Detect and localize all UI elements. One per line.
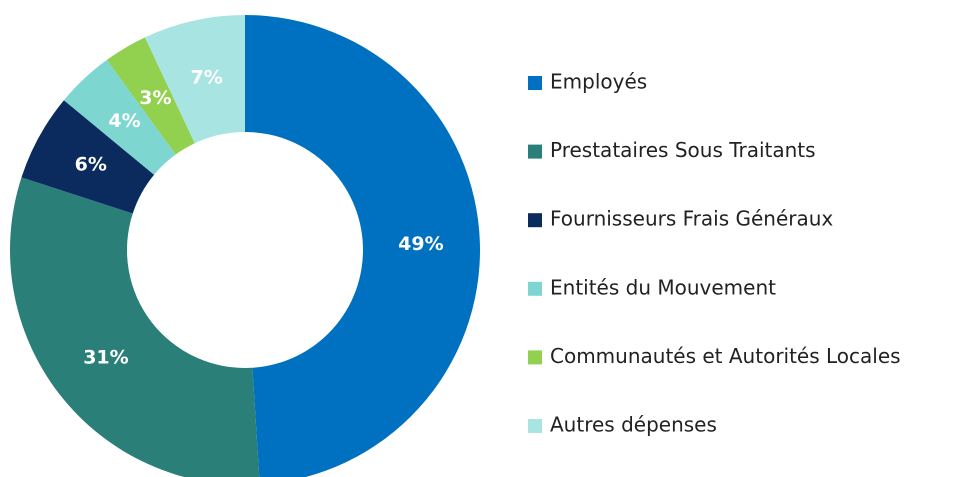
donut-slice (245, 15, 480, 477)
legend-swatch (528, 213, 542, 228)
legend-swatch (528, 144, 542, 159)
legend-swatch (528, 419, 542, 433)
donut-slice (106, 37, 195, 155)
data-label: 4% (108, 110, 140, 132)
data-label: 6% (75, 154, 107, 176)
legend-label: Autres dépenses (550, 413, 717, 437)
legend-label: Employés (550, 70, 647, 94)
donut-slice (63, 59, 176, 175)
legend-swatch (528, 350, 542, 365)
data-label: 7% (190, 67, 222, 89)
legend-label: Fournisseurs Frais Généraux (550, 207, 833, 231)
legend-label: Prestataires Sous Traitants (550, 138, 816, 162)
donut-slice (21, 100, 155, 214)
donut-slice (10, 177, 260, 477)
legend-swatch (528, 281, 542, 296)
legend-swatch (528, 76, 542, 90)
donut-slice (144, 15, 245, 144)
legend-label: Entités du Mouvement (550, 275, 776, 299)
data-label: 49% (398, 233, 443, 255)
data-label: 31% (83, 346, 128, 368)
data-label: 3% (139, 87, 171, 109)
legend-label: Communautés et Autorités Locales (550, 344, 901, 368)
